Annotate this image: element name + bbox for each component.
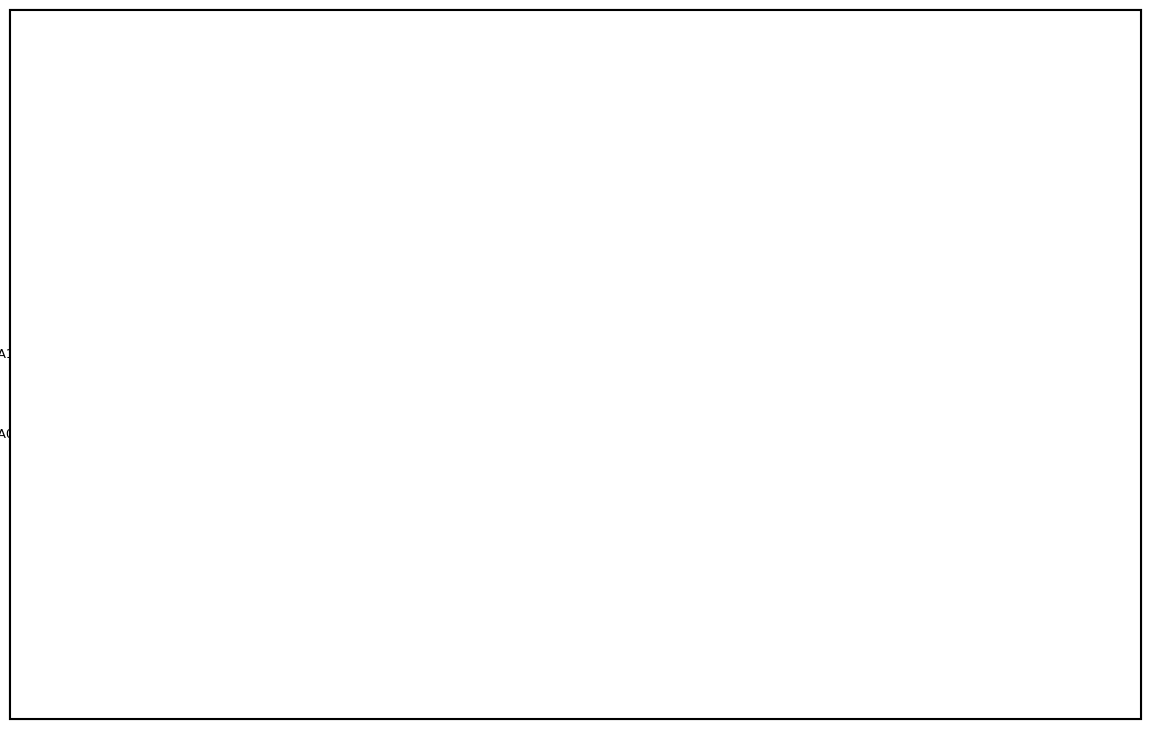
Polygon shape bbox=[599, 115, 618, 165]
Text: DA1: DA1 bbox=[0, 348, 15, 361]
Polygon shape bbox=[670, 65, 689, 115]
Polygon shape bbox=[935, 101, 1055, 129]
Polygon shape bbox=[563, 115, 582, 165]
Text: D/A Amplifier Stabilization Wait Control Register: D/A Amplifier Stabilization Wait Control… bbox=[620, 645, 905, 658]
Text: VREFL: VREFL bbox=[28, 311, 67, 324]
Circle shape bbox=[132, 431, 139, 437]
Bar bbox=[64, 318, 182, 390]
Polygon shape bbox=[813, 65, 832, 115]
Polygon shape bbox=[706, 65, 725, 115]
Polygon shape bbox=[706, 115, 725, 165]
Polygon shape bbox=[310, 398, 368, 422]
Polygon shape bbox=[777, 65, 796, 115]
Bar bbox=[555, 165, 840, 540]
Circle shape bbox=[91, 368, 99, 375]
Bar bbox=[78, 400, 182, 468]
Text: DADR0:: DADR0: bbox=[48, 580, 93, 593]
Text: D/A Data Register 1: D/A Data Register 1 bbox=[115, 612, 233, 625]
Text: DAASWCR: DAASWCR bbox=[782, 305, 792, 362]
Circle shape bbox=[231, 526, 238, 534]
Circle shape bbox=[94, 413, 101, 419]
Polygon shape bbox=[683, 490, 712, 503]
Text: Internal peripheral bus: Internal peripheral bus bbox=[939, 84, 1081, 96]
Text: D/A Output Amplifier Control Register: D/A Output Amplifier Control Register bbox=[620, 612, 843, 625]
Bar bbox=[368, 320, 510, 430]
Text: DACR: DACR bbox=[817, 318, 828, 349]
Polygon shape bbox=[670, 115, 689, 165]
Text: DAADSCR:: DAADSCR: bbox=[520, 580, 581, 593]
Polygon shape bbox=[813, 115, 832, 165]
Text: DAAMPCR:: DAAMPCR: bbox=[520, 612, 582, 625]
Text: D/A Control Register: D/A Control Register bbox=[115, 645, 235, 658]
Circle shape bbox=[176, 399, 183, 405]
Circle shape bbox=[112, 397, 119, 403]
Text: AVSS0: AVSS0 bbox=[28, 238, 68, 252]
Text: DA0: DA0 bbox=[0, 427, 15, 440]
Text: DADR1: DADR1 bbox=[674, 314, 685, 354]
Text: Module data bus: Module data bus bbox=[640, 41, 755, 55]
Bar bbox=[618, 500, 830, 545]
Polygon shape bbox=[634, 115, 654, 165]
Circle shape bbox=[74, 361, 81, 367]
Text: AVCC0: AVCC0 bbox=[28, 198, 70, 211]
Text: ADC12 converter synchronous
D/A conversion enable input
signal: ADC12 converter synchronous D/A conversi… bbox=[325, 119, 514, 162]
Circle shape bbox=[74, 340, 81, 348]
Text: Synchronization
circuit: Synchronization circuit bbox=[389, 361, 489, 389]
Text: DAASWCR:: DAASWCR: bbox=[520, 645, 585, 658]
Bar bbox=[872, 100, 930, 430]
Bar bbox=[555, 165, 626, 320]
Text: DACR:: DACR: bbox=[48, 645, 85, 658]
Polygon shape bbox=[563, 65, 582, 115]
Polygon shape bbox=[741, 115, 761, 165]
Circle shape bbox=[131, 526, 138, 534]
Text: Bus interface: Bus interface bbox=[895, 223, 908, 307]
Text: DAADUSR:: DAADUSR: bbox=[520, 679, 582, 692]
Text: DAADUSR: DAADUSR bbox=[603, 215, 613, 270]
Text: ELC_DA0, ELC_DA1
event signal input: ELC_DA0, ELC_DA1 event signal input bbox=[960, 386, 1080, 414]
Polygon shape bbox=[741, 65, 761, 115]
Polygon shape bbox=[98, 416, 136, 452]
Bar bbox=[185, 145, 305, 515]
Circle shape bbox=[94, 448, 101, 456]
Text: DAAMPCR: DAAMPCR bbox=[746, 306, 756, 362]
Text: 12-bit
D/A: 12-bit D/A bbox=[224, 315, 266, 345]
Circle shape bbox=[83, 421, 90, 427]
Circle shape bbox=[130, 351, 137, 357]
Text: DADR1:: DADR1: bbox=[48, 612, 93, 625]
Text: D/A A/D Synchronous Unit Select Register: D/A A/D Synchronous Unit Select Register bbox=[620, 679, 867, 692]
Text: D/A A/D Synchronous Start Control Register: D/A A/D Synchronous Start Control Regist… bbox=[620, 580, 878, 593]
Text: Control circuit: Control circuit bbox=[676, 515, 772, 529]
Circle shape bbox=[131, 397, 138, 403]
Text: DADR0: DADR0 bbox=[639, 314, 649, 354]
Circle shape bbox=[216, 526, 223, 534]
Polygon shape bbox=[777, 115, 796, 165]
Polygon shape bbox=[310, 348, 368, 372]
Circle shape bbox=[83, 440, 90, 448]
Text: D/A Data Register 0: D/A Data Register 0 bbox=[115, 580, 233, 593]
Text: VREFH: VREFH bbox=[28, 273, 69, 286]
Text: DADPR: DADPR bbox=[710, 314, 721, 353]
Polygon shape bbox=[634, 65, 654, 115]
Text: DAADSCR: DAADSCR bbox=[567, 215, 578, 270]
Polygon shape bbox=[599, 65, 618, 115]
Polygon shape bbox=[96, 336, 134, 372]
Text: DADPR:: DADPR: bbox=[48, 679, 93, 692]
Text: DADRm Format Select Register: DADRm Format Select Register bbox=[115, 679, 299, 692]
Circle shape bbox=[112, 526, 119, 534]
Circle shape bbox=[91, 332, 99, 340]
Circle shape bbox=[176, 316, 183, 324]
